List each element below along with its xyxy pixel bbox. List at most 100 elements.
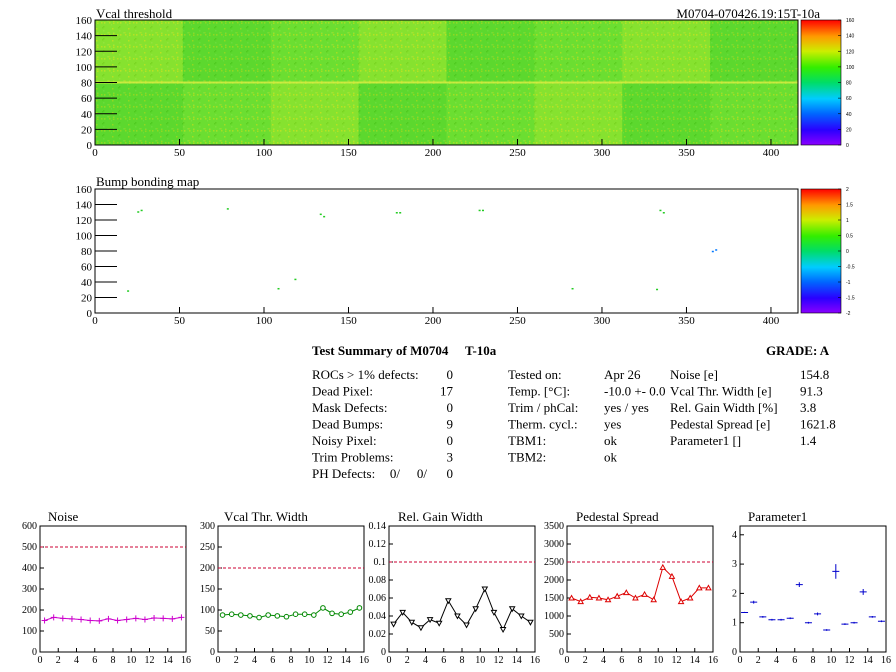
- data-point: [604, 596, 612, 603]
- data-point: [577, 598, 585, 605]
- y-tick-label: 4: [732, 530, 737, 541]
- dead-bump-marker: [137, 211, 140, 213]
- data-point: [390, 621, 397, 628]
- x-tick-label: 4: [423, 655, 428, 666]
- data-point: [613, 592, 621, 599]
- y-tick-label: 20: [81, 293, 93, 305]
- x-tick-label: 150: [340, 147, 357, 159]
- y-tick-label: 300: [22, 584, 37, 595]
- x-tick-label: 16: [708, 655, 718, 666]
- data-point: [338, 611, 344, 618]
- data-point: [426, 617, 434, 624]
- y-tick-label: 60: [81, 93, 93, 105]
- summary-value: 0: [447, 433, 454, 448]
- summary-value: 154.8: [800, 367, 829, 382]
- data-point: [292, 611, 299, 618]
- series-line: [222, 607, 360, 619]
- data-point: [517, 613, 525, 620]
- data-point: [463, 622, 470, 629]
- data-point: [814, 612, 822, 616]
- data-point: [320, 605, 326, 611]
- x-tick-label: 2: [583, 655, 588, 666]
- small-plot-vcal-width: Vcal Thr. Width 0 2 4 6 8 10 12 14 16 0 50 100 150 200…: [200, 509, 369, 666]
- colorbar-tick-label: 60: [846, 96, 852, 102]
- bump-bonding-map: Bump bonding map 0 50 100 150 200 250 300 350 40…: [76, 174, 855, 327]
- y-tick-label: 400: [22, 563, 37, 574]
- data-point: [841, 623, 849, 626]
- data-point: [741, 611, 749, 614]
- y-tick-label: 1500: [544, 593, 564, 604]
- dead-bump-marker: [140, 209, 143, 212]
- series-line: [571, 566, 709, 603]
- data-point: [347, 609, 354, 615]
- bump-map-title: Bump bonding map: [96, 174, 199, 189]
- data-point: [247, 613, 253, 619]
- summary-label: Noisy Pixel:: [312, 433, 377, 448]
- x-tick-label: 12: [672, 655, 682, 666]
- test-summary-table: Test Summary of M0704 T-10a GRADE: A ROC…: [312, 343, 836, 481]
- x-tick-label: 0: [216, 655, 221, 666]
- y-tick-label: 120: [76, 46, 93, 58]
- x-tick-label: 12: [323, 655, 333, 666]
- x-tick-label: 0: [387, 655, 392, 666]
- y-tick-label: 140: [76, 200, 93, 212]
- x-tick-label: 10: [126, 655, 136, 666]
- x-tick-label: 10: [653, 655, 663, 666]
- data-point: [114, 617, 121, 624]
- data-point: [490, 609, 498, 616]
- colorbar-tick-label: 0.5: [846, 234, 853, 240]
- dead-bump-marker: [659, 209, 662, 212]
- y-tick-label: 120: [76, 215, 93, 227]
- x-tick-label: 8: [289, 655, 294, 666]
- small-plot-frame: [566, 525, 714, 653]
- roc-block: [710, 20, 798, 83]
- colorbar-tick-label: 0: [846, 143, 849, 149]
- summary-value: yes: [604, 417, 621, 432]
- x-tick-label: 150: [340, 315, 357, 327]
- data-point: [68, 615, 75, 622]
- y-tick-label: 150: [200, 584, 215, 595]
- summary-label: TBM2:: [508, 450, 546, 465]
- y-tick-label: 600: [22, 521, 37, 532]
- colorbar-tick-label: -2: [846, 311, 851, 317]
- data-point: [41, 617, 48, 624]
- summary-value: 0: [447, 367, 454, 382]
- data-point: [96, 617, 103, 624]
- summary-label: Pedestal Spread [e]: [670, 417, 770, 432]
- data-point: [301, 611, 308, 618]
- y-tick-label: 2500: [544, 557, 564, 568]
- colorbar-tick-label: 80: [846, 81, 852, 87]
- summary-label: Mask Defects:: [312, 400, 387, 415]
- y-tick-label: 0: [559, 647, 564, 658]
- summary-temp-tag: T-10a: [465, 343, 497, 358]
- colorbar-tick-label: 2: [846, 187, 849, 193]
- summary-value: Apr 26: [604, 367, 641, 382]
- data-point: [78, 616, 85, 623]
- x-tick-label: 0: [38, 655, 43, 666]
- data-point: [283, 613, 290, 620]
- data-point: [472, 606, 480, 613]
- colorbar-tick-label: 0: [846, 249, 849, 255]
- data-point: [677, 598, 685, 605]
- data-point: [417, 625, 425, 632]
- x-tick-label: 2: [756, 655, 761, 666]
- dead-bump-marker: [481, 209, 484, 212]
- roc-block: [710, 82, 798, 145]
- x-tick-label: 10: [304, 655, 314, 666]
- x-tick-label: 8: [460, 655, 465, 666]
- data-point: [228, 611, 235, 618]
- roc-block: [534, 20, 623, 83]
- roc-block: [534, 82, 623, 145]
- x-tick-label: 8: [111, 655, 116, 666]
- data-point: [586, 593, 594, 600]
- y-tick-label: 100: [200, 605, 215, 616]
- roc-block: [358, 20, 447, 83]
- dead-bump-marker: [711, 250, 714, 253]
- x-tick-label: 2: [405, 655, 410, 666]
- data-point: [219, 612, 226, 618]
- dead-bump-marker: [715, 249, 718, 251]
- data-point: [823, 629, 831, 631]
- data-point: [160, 615, 167, 622]
- x-tick-label: 14: [512, 655, 522, 666]
